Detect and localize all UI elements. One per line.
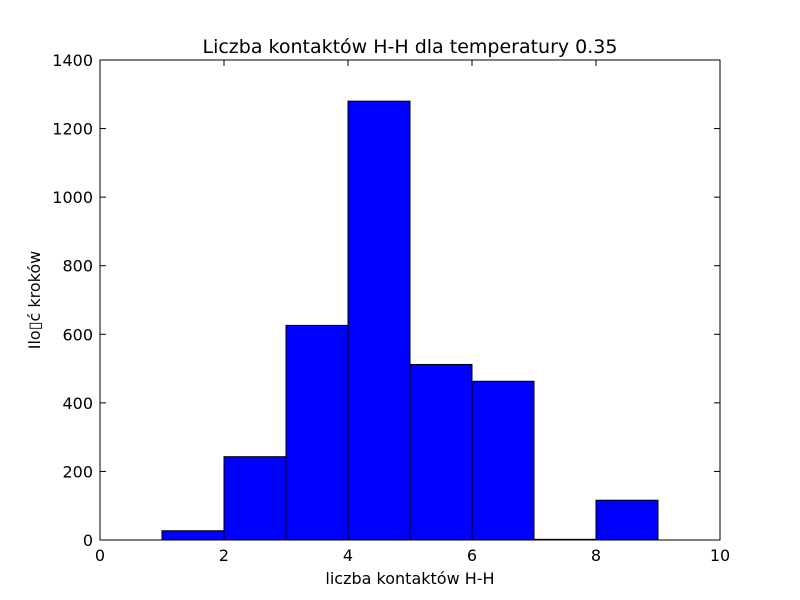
y-tick-label: 600: [62, 325, 93, 344]
x-axis-label: liczba kontaktów H-H: [325, 569, 494, 588]
y-tick-label: 800: [62, 257, 93, 276]
histogram-bar: [223, 456, 287, 541]
y-axis-label: Ilo▯ć kroków: [25, 251, 44, 350]
y-axis-ticks: 0 200 400 600 800 1000 1200 1400: [52, 51, 720, 550]
histogram-bar: [409, 363, 473, 541]
x-tick-label: 4: [343, 546, 353, 565]
x-tick-label: 6: [467, 546, 477, 565]
y-tick-label: 0: [83, 531, 93, 550]
histogram-bar: [595, 499, 659, 541]
y-tick-label: 1400: [52, 51, 93, 70]
y-tick-label: 200: [62, 462, 93, 481]
bars-group: [161, 100, 659, 541]
histogram-bar: [347, 100, 411, 541]
x-tick-label: 10: [710, 546, 730, 565]
y-tick-label: 400: [62, 394, 93, 413]
x-tick-label: 0: [95, 546, 105, 565]
chart-title: Liczba kontaktów H-H dla temperatury 0.3…: [202, 36, 617, 58]
histogram-bar: [161, 530, 225, 541]
x-tick-label: 2: [219, 546, 229, 565]
y-tick-label: 1000: [52, 188, 93, 207]
y-tick-label: 1200: [52, 120, 93, 139]
histogram-bar: [471, 380, 535, 541]
x-tick-label: 8: [591, 546, 601, 565]
x-axis-ticks: 0 2 4 6 8 10: [95, 60, 730, 565]
histogram-bar: [285, 324, 349, 541]
plot-frame: [99, 59, 721, 541]
